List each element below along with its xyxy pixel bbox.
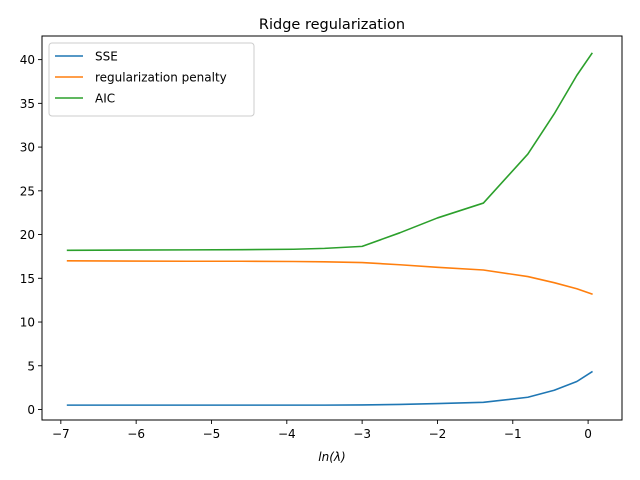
x-tick-label: −2 <box>429 427 447 441</box>
legend: SSE regularization penalty AIC <box>48 42 255 117</box>
y-tick-label: 10 <box>20 316 35 330</box>
plot-lines <box>66 52 593 406</box>
legend-label-0: SSE <box>95 50 118 64</box>
series-line-0 <box>66 370 593 406</box>
y-tick-label: 25 <box>20 184 35 198</box>
series-line-2 <box>66 52 593 252</box>
y-tick-label: 20 <box>20 228 35 242</box>
y-tick-label: 30 <box>20 141 35 155</box>
legend-label-2: AIC <box>95 92 115 106</box>
x-tick-label: −5 <box>203 427 221 441</box>
x-tick-label: −1 <box>504 427 522 441</box>
x-tick-label: −7 <box>52 427 70 441</box>
y-tick-label: 40 <box>20 53 35 67</box>
y-ticks: 0 5 10 15 20 25 30 35 40 <box>20 53 42 417</box>
legend-box <box>48 42 255 117</box>
y-tick-label: 0 <box>27 403 35 417</box>
x-tick-label: −6 <box>127 427 145 441</box>
legend-label-1: regularization penalty <box>95 71 227 85</box>
x-tick-label: −4 <box>278 427 296 441</box>
y-tick-label: 35 <box>20 97 35 111</box>
x-ticks: −7 −6 −5 −4 −3 −2 −1 0 <box>52 420 592 441</box>
x-tick-label: −3 <box>353 427 371 441</box>
x-tick-label: 0 <box>584 427 592 441</box>
y-tick-label: 15 <box>20 272 35 286</box>
chart-title: Ridge regularization <box>259 17 405 33</box>
x-axis-label: ln(λ) <box>318 450 345 464</box>
axes-frame <box>41 35 623 421</box>
series-line-1 <box>66 259 593 296</box>
y-tick-label: 5 <box>27 359 35 373</box>
